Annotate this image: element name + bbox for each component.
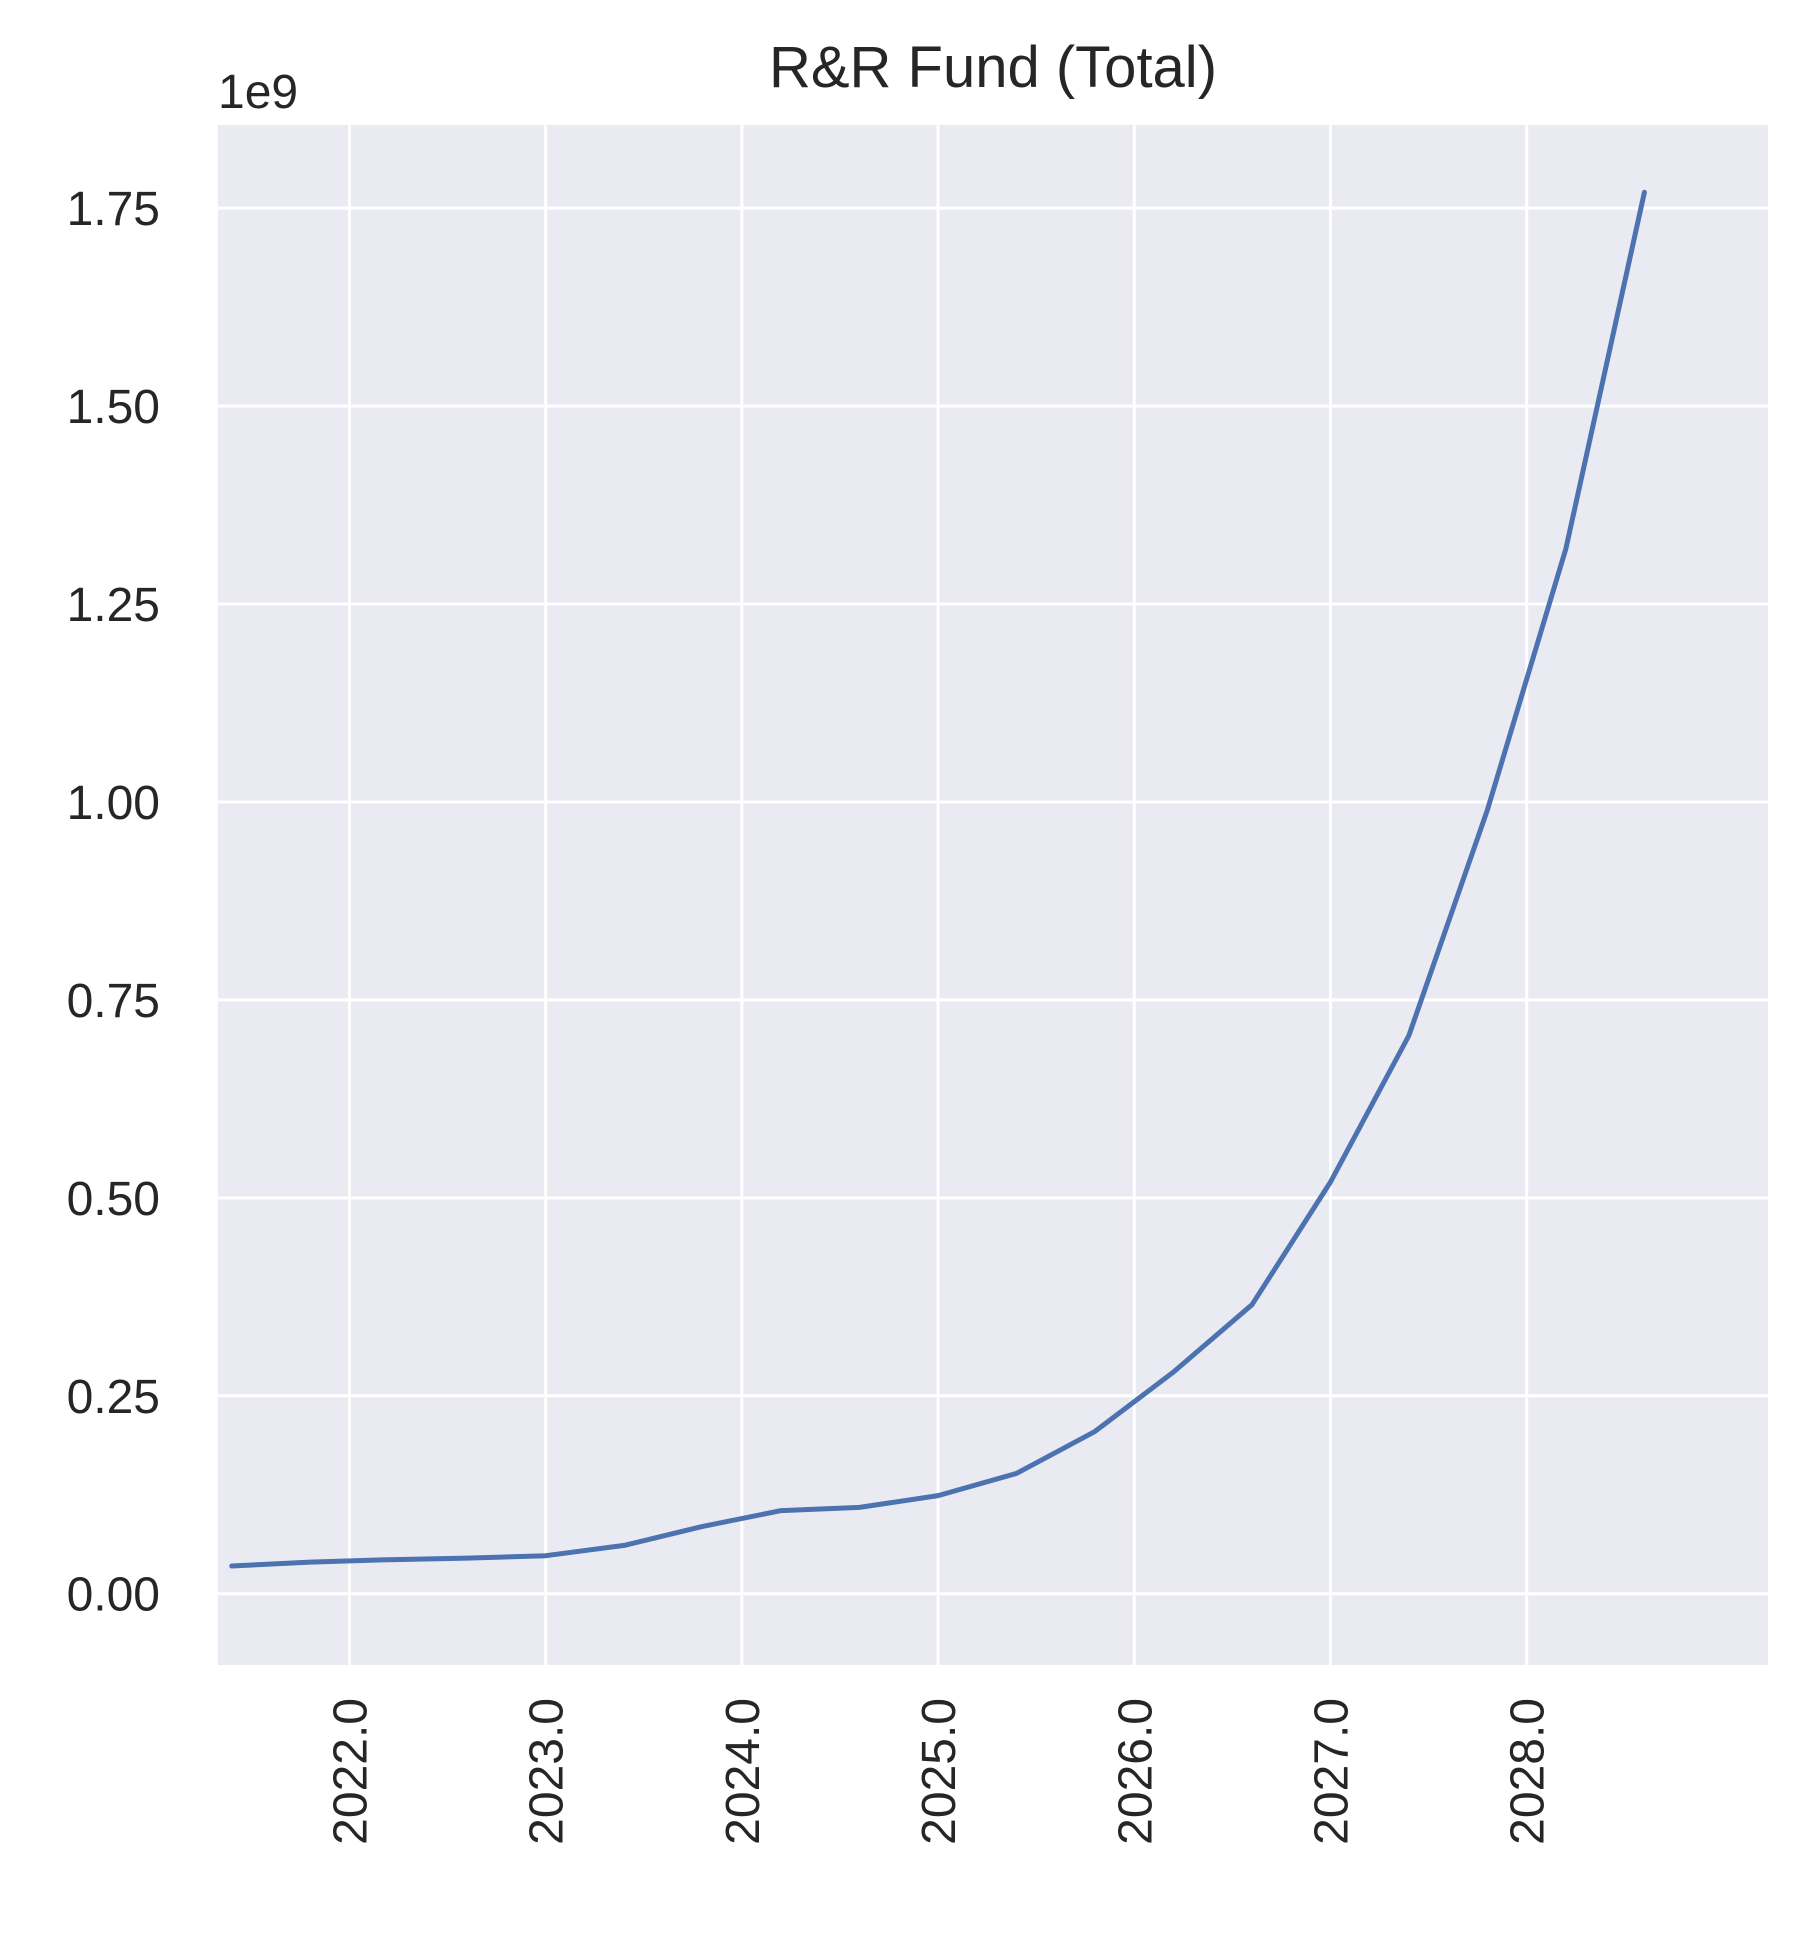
x-tick-label: 2027.0 [1305, 1698, 1358, 1845]
x-tick-label: 2023.0 [521, 1698, 574, 1845]
series-line-0 [229, 189, 1647, 1569]
chart-title: R&R Fund (Total) [769, 35, 1217, 100]
y-tick-labels: 0.00 0.25 0.50 0.75 1.00 1.25 1.50 1.75 [67, 183, 160, 1622]
y-tick-label: 0.50 [67, 1173, 160, 1226]
y-tick-label: 1.50 [67, 381, 160, 434]
y-tick-label: 1.25 [67, 579, 160, 632]
series-layer [229, 189, 1647, 1569]
x-tick-labels: 2022.0 2023.0 2024.0 2025.0 2026.0 2027.0 2028… [324, 1698, 1554, 1845]
y-tick-label: 0.00 [67, 1569, 160, 1622]
plot-background [218, 125, 1768, 1665]
y-tick-label: 1.00 [67, 777, 160, 830]
x-tick-label: 2028.0 [1502, 1698, 1555, 1845]
y-tick-label: 0.75 [67, 975, 160, 1028]
y-tick-label: 1.75 [67, 183, 160, 236]
x-tick-label: 2022.0 [324, 1698, 377, 1845]
y-tick-label: 0.25 [67, 1371, 160, 1424]
x-tick-label: 2026.0 [1109, 1698, 1162, 1845]
x-tick-label: 2025.0 [913, 1698, 966, 1845]
grid-lines [218, 125, 1768, 1665]
x-tick-label: 2024.0 [717, 1698, 770, 1845]
y-axis-offset-label: 1e9 [218, 66, 298, 119]
